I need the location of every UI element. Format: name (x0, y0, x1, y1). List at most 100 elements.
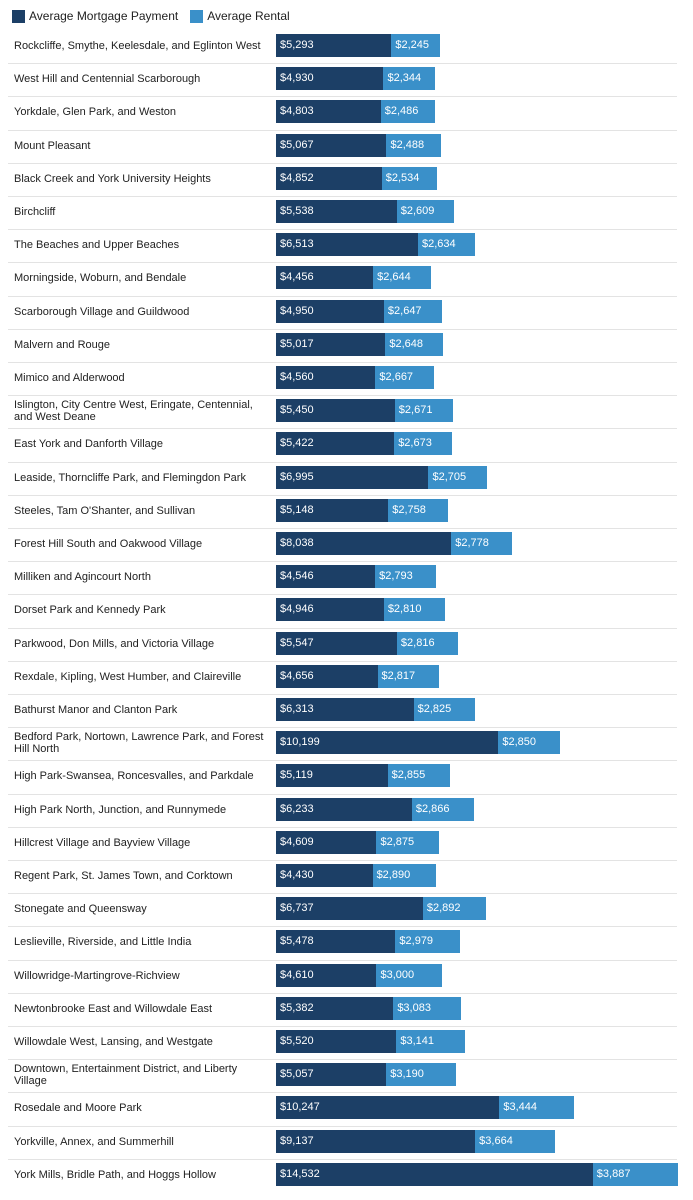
bar-mortgage[interactable] (276, 532, 452, 555)
bar-rental[interactable] (475, 1130, 556, 1153)
category-label: Bedford Park, Nortown, Lawrence Park, an… (14, 730, 264, 755)
bar-mortgage[interactable] (276, 399, 395, 422)
bar-rental[interactable] (376, 831, 440, 854)
bar-rental[interactable] (396, 632, 459, 655)
data-label-mortgage: $4,430 (280, 869, 314, 881)
bar-mortgage[interactable] (276, 798, 412, 821)
row-divider (8, 428, 677, 429)
bar-rental[interactable] (386, 1063, 456, 1086)
bar-rental[interactable] (377, 665, 439, 688)
bar-mortgage[interactable] (276, 864, 373, 887)
bar-mortgage[interactable] (276, 134, 387, 157)
bar-mortgage[interactable] (276, 1130, 476, 1153)
category-label: Black Creek and York University Heights (14, 172, 211, 185)
data-label-rental: $2,647 (387, 305, 422, 317)
bar-mortgage[interactable] (276, 499, 389, 522)
bar-mortgage[interactable] (276, 997, 394, 1020)
bar-rental[interactable] (373, 266, 431, 289)
chart-legend: Average Mortgage Payment Average Rental (12, 8, 302, 24)
bar-mortgage[interactable] (276, 1063, 387, 1086)
data-label-rental: $3,190 (390, 1068, 424, 1080)
bar-rental[interactable] (391, 34, 441, 57)
bar-rental[interactable] (386, 134, 441, 157)
bar-mortgage[interactable] (276, 366, 376, 389)
bar-rental[interactable] (383, 67, 435, 90)
bar-rental[interactable] (498, 731, 561, 754)
bar-mortgage[interactable] (276, 565, 376, 588)
bar-mortgage[interactable] (276, 831, 377, 854)
data-label-rental: $2,810 (387, 603, 422, 615)
data-label-rental: $2,817 (381, 670, 416, 682)
bar-mortgage[interactable] (276, 67, 384, 90)
bar-mortgage[interactable] (276, 266, 374, 289)
chart-row: High Park-Swansea, Roncesvalles, and Par… (0, 760, 693, 793)
bar-mortgage[interactable] (276, 930, 396, 953)
bar-mortgage[interactable] (276, 100, 381, 123)
data-label-rental: $2,892 (426, 902, 461, 914)
chart-row: Black Creek and York University Heights $… (0, 163, 693, 196)
bar-mortgage[interactable] (276, 897, 423, 920)
bar-mortgage[interactable] (276, 665, 378, 688)
bar-rental[interactable] (385, 333, 444, 356)
bar-mortgage[interactable] (276, 432, 395, 455)
bar-rental[interactable] (380, 100, 435, 123)
legend-item-mortgage[interactable]: Average Mortgage Payment (12, 9, 178, 23)
bar-rental[interactable] (376, 964, 442, 987)
bar-rental[interactable] (396, 200, 454, 223)
bar-rental[interactable] (592, 1163, 678, 1186)
data-label-mortgage: $4,950 (280, 305, 314, 317)
bar-rental[interactable] (413, 698, 476, 721)
row-divider (8, 893, 677, 894)
bar-rental[interactable] (396, 1030, 465, 1053)
bar-mortgage[interactable] (276, 598, 384, 621)
data-label-rental: $2,344 (387, 72, 422, 84)
bar-mortgage[interactable] (276, 632, 397, 655)
bar-mortgage[interactable] (276, 333, 386, 356)
bar-rental[interactable] (422, 897, 486, 920)
bar-rental[interactable] (451, 532, 512, 555)
bar-rental[interactable] (387, 764, 450, 787)
legend-label-rental: Average Rental (207, 9, 290, 23)
bar-rental[interactable] (383, 300, 442, 323)
bar-mortgage[interactable] (276, 200, 397, 223)
bar-rental[interactable] (395, 930, 461, 953)
bar-rental[interactable] (393, 997, 461, 1020)
row-divider (8, 395, 677, 396)
data-label-mortgage: $4,656 (280, 670, 314, 682)
category-label: Stonegate and Queensway (14, 902, 147, 915)
bar-rental[interactable] (428, 466, 488, 489)
bar-mortgage[interactable] (276, 964, 377, 987)
bar-mortgage[interactable] (276, 731, 499, 754)
data-label-rental: $3,664 (479, 1135, 513, 1147)
bar-rental[interactable] (411, 798, 475, 821)
bar-mortgage[interactable] (276, 34, 392, 57)
bar-rental[interactable] (499, 1096, 575, 1119)
bar-mortgage[interactable] (276, 300, 384, 323)
row-divider (8, 827, 677, 828)
category-label: High Park North, Junction, and Runnymede (14, 803, 227, 816)
row-divider (8, 528, 677, 529)
category-label: York Mills, Bridle Path, and Hoggs Hollo… (14, 1168, 216, 1181)
data-label-mortgage: $4,610 (280, 969, 314, 981)
bar-rental[interactable] (375, 366, 434, 389)
chart-row: Newtonbrooke East and Willowdale East $5,… (0, 993, 693, 1026)
bar-rental[interactable] (394, 399, 454, 422)
bar-mortgage[interactable] (276, 1030, 397, 1053)
bar-rental[interactable] (394, 432, 453, 455)
bar-mortgage[interactable] (276, 1096, 500, 1119)
bar-rental[interactable] (381, 167, 437, 190)
bar-rental[interactable] (417, 233, 476, 256)
bar-mortgage[interactable] (276, 1163, 593, 1186)
bar-mortgage[interactable] (276, 167, 382, 190)
bar-rental[interactable] (388, 499, 449, 522)
bar-mortgage[interactable] (276, 233, 418, 256)
data-label-mortgage: $4,546 (280, 570, 314, 582)
legend-item-rental[interactable]: Average Rental (190, 9, 290, 23)
bar-mortgage[interactable] (276, 466, 429, 489)
bar-mortgage[interactable] (276, 698, 414, 721)
bar-mortgage[interactable] (276, 764, 388, 787)
bar-rental[interactable] (372, 864, 436, 887)
category-label: Birchcliff (14, 205, 56, 218)
bar-rental[interactable] (375, 565, 436, 588)
bar-rental[interactable] (383, 598, 446, 621)
